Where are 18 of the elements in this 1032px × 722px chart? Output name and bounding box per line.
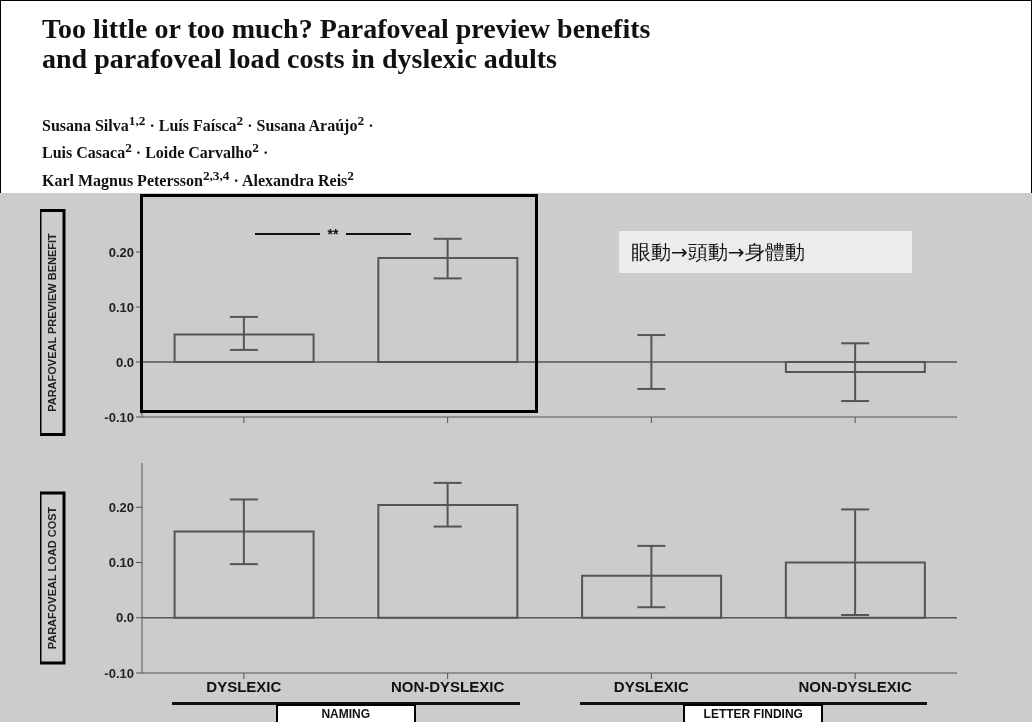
- chart-title: Too little or too much? Parafoveal preview benefits and parafoveal load costs in dyslexic adults: [42, 13, 652, 74]
- y-axis-title: PARAFOVEAL LOAD COST: [46, 506, 58, 650]
- y-tick-label: 0.10: [108, 299, 134, 315]
- annotation: **: [327, 226, 339, 242]
- x-tick-label: DYSLEXIC: [206, 677, 282, 695]
- x-tick-label: NON-DYSLEXIC: [798, 677, 912, 695]
- y-axis-title: PARAFOVEAL PREVIEW BENEFIT: [46, 232, 58, 412]
- y-tick-label: -0.10: [104, 665, 134, 681]
- annotation: 眼動→頭動→身體動: [631, 239, 805, 265]
- y-tick-label: 0.20: [108, 244, 134, 260]
- y-tick-label: 0.0: [115, 354, 134, 370]
- text: Susana Silva$^{1,2}$ · Luís Faísca$^{2}$ · Susana Araújo$^{2}$ · Luis Casaca$^{2}$ · Loide Carvalho$^{2}$ · Karl Magnus Petersson$^{2,3,4}$ · Alexandra Reis$^{2}$: [42, 113, 374, 189]
- x-tick-label: NON-DYSLEXIC: [390, 677, 505, 695]
- y-tick-label: 0.10: [108, 555, 134, 571]
- y-tick-label: 0.20: [108, 499, 134, 515]
- y-tick-label: -0.10: [104, 409, 134, 425]
- y-tick-label: 0.0: [115, 610, 134, 626]
- x-tick-label: DYSLEXIC: [613, 677, 690, 695]
